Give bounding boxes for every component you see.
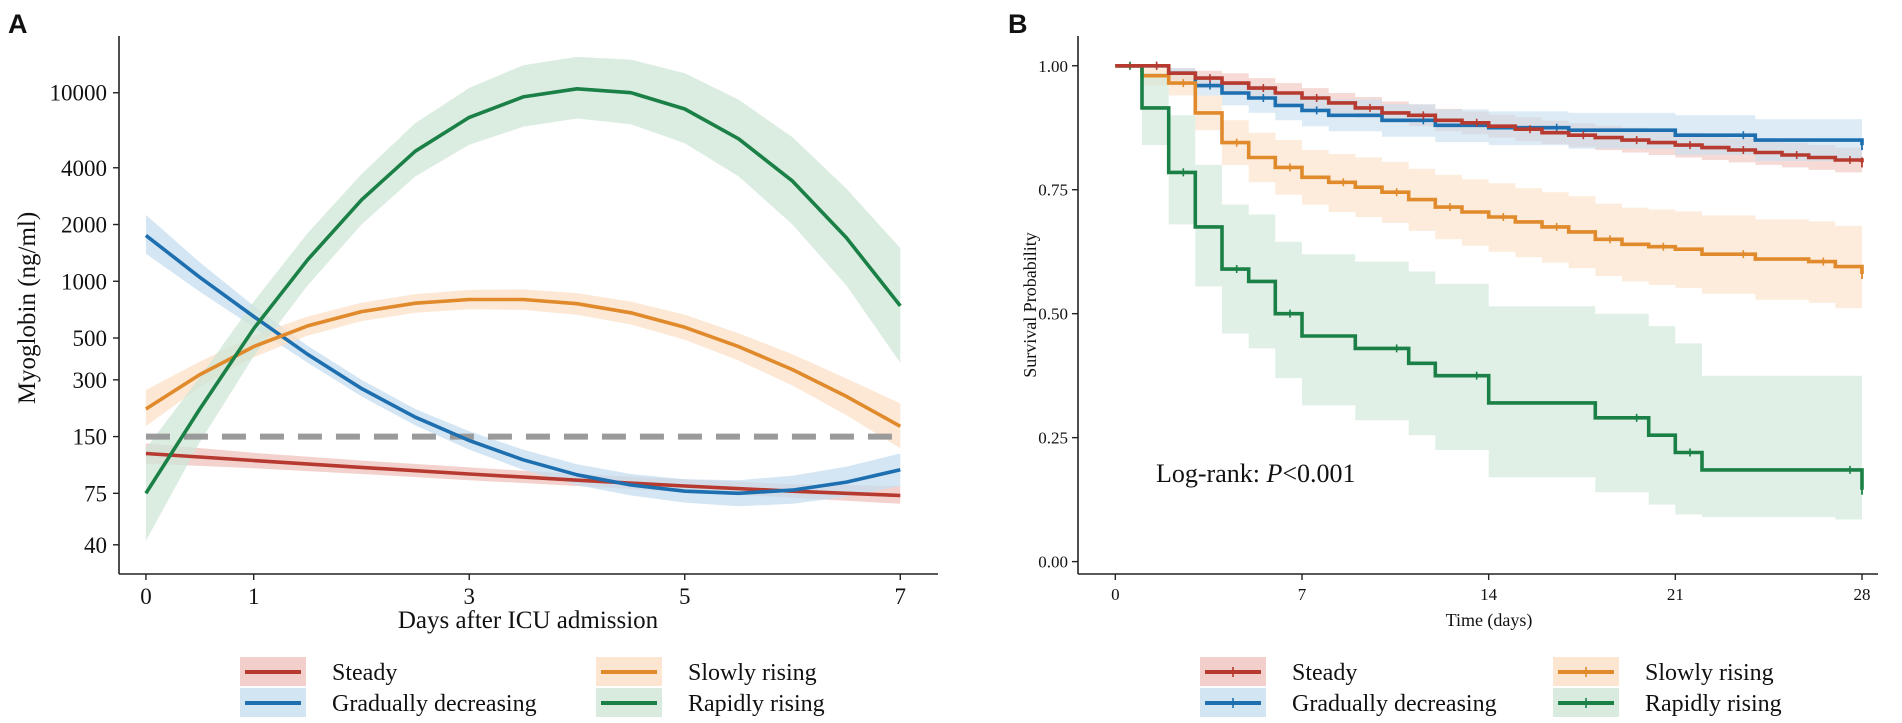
line-b-rapidly-rising [1115,64,1864,490]
legend-b-label: Rapidly rising [1645,691,1782,717]
b-ytick-label: 0.75 [1038,181,1068,200]
b-xtick-label: 0 [1111,585,1120,604]
a-xtick-label: 5 [679,584,691,609]
logrank-p: P [1265,459,1282,488]
band-a-slowly-rising [145,289,901,449]
panel-a: A 40 75 150 300 500 1000 2000 4000 10000 0 1 3 5 7 D… [8,9,938,717]
a-ytick-label: 2000 [61,213,107,238]
line-b-steady [1115,64,1864,163]
panel-a-y-ticks: 40 75 150 300 500 1000 2000 4000 10000 [50,81,119,558]
line-b-slowly-rising [1115,64,1864,274]
b-ytick-label: 1.00 [1038,57,1068,76]
legend-a-label: Gradually decreasing [332,691,537,717]
b-xtick-label: 14 [1480,585,1498,604]
legend-a-item-gradually-decreasing: Gradually decreasing [240,688,537,717]
legend-a-item-steady: Steady [240,657,397,686]
panel-b-x-axis-label: Time (days) [1446,610,1533,631]
panel-b-y-axis-label: Survival Probability [1020,232,1040,378]
panel-b-x-ticks: 0 7 14 21 28 [1111,574,1871,604]
panel-b-logrank-annotation: Log-rank: P<0.001 [1156,459,1356,488]
band-b-slowly-rising [1115,65,1862,319]
logrank-prefix: Log-rank: [1156,459,1266,488]
a-ytick-label: 4000 [61,156,107,181]
panel-a-x-axis-label: Days after ICU admission [398,607,659,634]
legend-b-item-steady: Steady [1200,657,1357,686]
a-ytick-label: 75 [84,481,107,506]
panel-letter-b: B [1008,9,1028,39]
a-xtick-label: 0 [140,584,152,609]
a-ytick-label: 1000 [61,269,107,294]
legend-a-label: Rapidly rising [688,691,825,717]
legend-b-label: Gradually decreasing [1292,691,1497,717]
legend-a-item-rapidly-rising: Rapidly rising [596,688,825,717]
legend-a-item-slowly-rising: Slowly rising [596,657,817,686]
legend-b-label: Slowly rising [1645,660,1774,686]
a-ytick-label: 500 [73,326,108,351]
a-xtick-label: 3 [463,584,475,609]
panel-b: B 0.00 0.25 0.50 0.75 1.00 0 7 14 21 28 Time (da… [1008,9,1878,717]
a-ytick-label: 10000 [50,81,108,106]
b-xtick-label: 21 [1667,585,1684,604]
panel-a-y-axis-label: Myoglobin (ng/ml) [14,212,41,404]
panel-a-legend: Steady Slowly rising Gradually decreasing R… [240,657,825,717]
a-ytick-label: 40 [84,533,107,558]
panel-b-legend: Steady Slowly rising Gradually decreasing R… [1200,657,1782,717]
panel-b-plot-area [1115,61,1864,532]
line-a-rapidly-rising [144,87,902,495]
panel-a-lines [144,87,902,498]
line-a-slowly-rising [144,297,902,428]
legend-b-item-rapidly-rising: Rapidly rising [1553,688,1782,717]
band-a-gradually-decreasing [145,214,901,507]
a-xtick-label: 1 [248,584,260,609]
b-ytick-label: 0.50 [1038,305,1068,324]
b-xtick-label: 7 [1298,585,1307,604]
legend-b-label: Steady [1292,660,1357,686]
a-xtick-label: 7 [895,584,907,609]
legend-b-item-slowly-rising: Slowly rising [1553,657,1774,686]
a-ytick-label: 300 [73,368,108,393]
line-b-gradually-decreasing [1115,64,1864,146]
legend-a-label: Steady [332,660,397,686]
panel-a-plot-area [144,56,902,541]
line-a-gradually-decreasing [144,233,901,496]
panel-b-lines [1115,61,1864,495]
b-ytick-label: 0.00 [1038,553,1068,572]
b-xtick-label: 28 [1854,585,1871,604]
panel-b-y-ticks: 0.00 0.25 0.50 0.75 1.00 [1038,57,1078,572]
b-ytick-label: 0.25 [1038,429,1068,448]
band-a-rapidly-rising [145,56,901,541]
logrank-value: <0.001 [1282,459,1355,488]
legend-b-item-gradually-decreasing: Gradually decreasing [1200,688,1497,717]
panel-letter-a: A [8,9,28,39]
legend-a-label: Slowly rising [688,660,817,686]
panel-a-x-ticks: 0 1 3 5 7 [140,574,906,609]
a-ytick-label: 150 [73,425,108,450]
band-b-rapidly-rising [1115,65,1862,532]
